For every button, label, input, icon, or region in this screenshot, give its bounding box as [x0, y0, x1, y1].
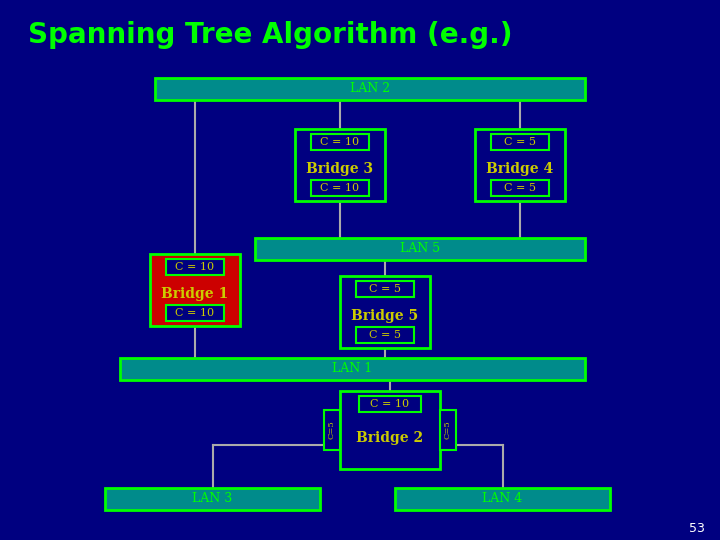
Text: Bridge 4: Bridge 4 [487, 162, 554, 176]
Text: Bridge 2: Bridge 2 [356, 431, 423, 445]
Bar [155, 78, 585, 100]
Text: C=5: C=5 [328, 421, 336, 440]
Bar [395, 488, 610, 510]
Text: C=5: C=5 [444, 421, 452, 440]
Text: LAN 4: LAN 4 [482, 492, 523, 505]
Text: C = 10: C = 10 [176, 308, 215, 318]
Bar [356, 327, 414, 343]
Bar [340, 391, 440, 469]
Bar [166, 259, 224, 275]
Text: C = 5: C = 5 [369, 330, 401, 340]
Bar [440, 410, 456, 450]
Text: C = 10: C = 10 [176, 262, 215, 272]
Bar [295, 129, 385, 201]
Bar [475, 129, 565, 201]
Bar [324, 410, 340, 450]
Text: LAN 1: LAN 1 [333, 362, 373, 375]
Bar [105, 488, 320, 510]
Text: C = 5: C = 5 [504, 183, 536, 193]
Text: Spanning Tree Algorithm (e.g.): Spanning Tree Algorithm (e.g.) [28, 21, 513, 49]
Text: 53: 53 [689, 522, 705, 535]
Text: Bridge 5: Bridge 5 [351, 309, 418, 323]
Bar [491, 134, 549, 150]
Text: C = 10: C = 10 [320, 183, 359, 193]
Text: C = 10: C = 10 [320, 137, 359, 147]
Bar [150, 254, 240, 326]
Text: Bridge 3: Bridge 3 [307, 162, 374, 176]
Bar [340, 276, 430, 348]
Bar [491, 180, 549, 196]
Text: LAN 3: LAN 3 [192, 492, 233, 505]
Bar [311, 134, 369, 150]
Bar [311, 180, 369, 196]
Text: LAN 5: LAN 5 [400, 242, 440, 255]
Bar [255, 238, 585, 260]
Text: Bridge 1: Bridge 1 [161, 287, 229, 301]
Text: C = 5: C = 5 [369, 284, 401, 294]
Text: LAN 2: LAN 2 [350, 83, 390, 96]
Text: C = 5: C = 5 [504, 137, 536, 147]
Bar [166, 305, 224, 321]
Bar [120, 358, 585, 380]
Bar [356, 281, 414, 297]
Bar [359, 396, 421, 412]
Text: C = 10: C = 10 [370, 399, 410, 409]
